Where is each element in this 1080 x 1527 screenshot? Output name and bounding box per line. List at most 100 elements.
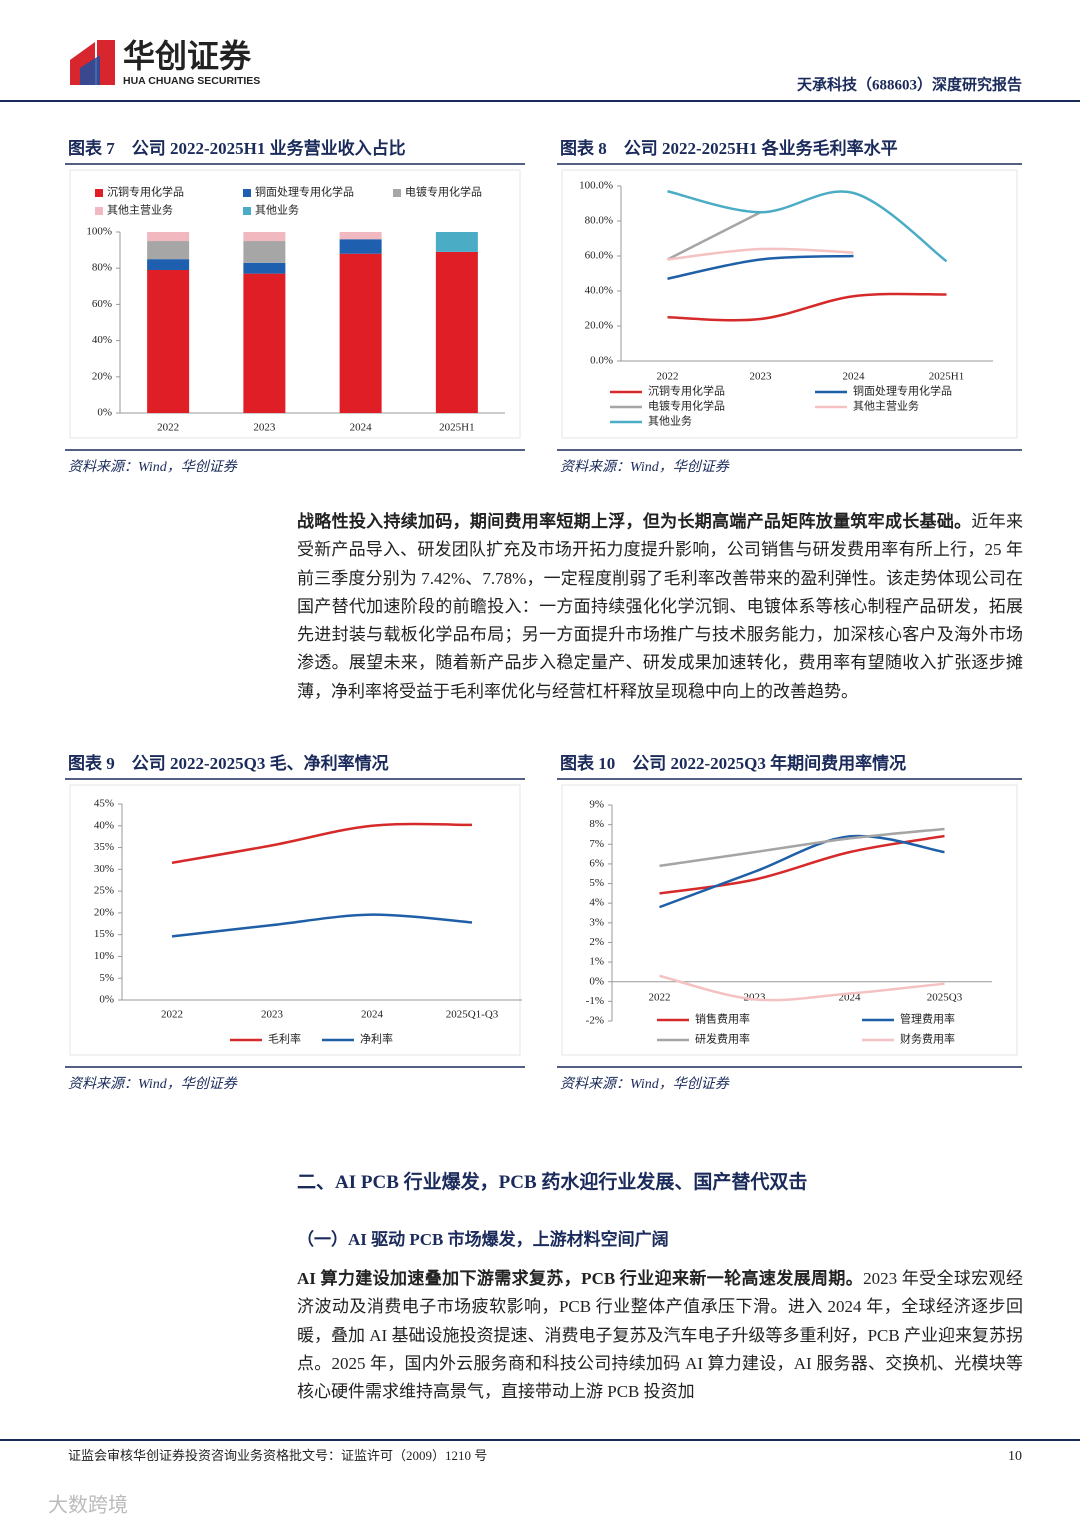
y-tick-label: 5% xyxy=(589,877,604,889)
y-tick-label: 20% xyxy=(92,370,112,382)
y-tick-label: 80.0% xyxy=(585,215,613,227)
x-tick-label: 2025Q3 xyxy=(927,991,963,1003)
chart-frame xyxy=(561,784,1018,1056)
bar-segment xyxy=(243,273,286,413)
source: 资料来源：Wind，华创证券 xyxy=(560,1076,730,1092)
y-tick-label: 80% xyxy=(92,262,112,274)
text: 2023 年受全球宏观经济波动及消费电子市场疲软影响，PCB 行业整体产值承压下… xyxy=(297,1269,1023,1402)
line xyxy=(659,974,945,1002)
x-tick-label: 2023 xyxy=(750,371,773,383)
legend-label: 沉铜专用化学品 xyxy=(648,384,725,398)
y-tick-label: 6% xyxy=(589,857,604,869)
figure-caption: 图表 10 公司 2022-2025Q3 年期间费用率情况 xyxy=(560,753,906,773)
line xyxy=(659,827,945,868)
x-tick-label: 2022 xyxy=(657,371,679,383)
y-tick-label: 4% xyxy=(589,897,604,909)
x-tick-label: 2025Q1-Q3 xyxy=(446,1009,499,1021)
lead: AI 算力建设加速叠加下游需求复苏，PCB 行业迎来新一轮高速发展周期。 xyxy=(297,1269,864,1288)
subsection-heading: （一）AI 驱动 PCB 市场爆发，上游材料空间广阔 xyxy=(297,1230,669,1249)
y-tick-label: 20% xyxy=(94,906,114,918)
x-tick-label: 2022 xyxy=(157,422,179,434)
y-tick-label: 25% xyxy=(94,885,114,897)
y-tick-label: 35% xyxy=(94,841,114,853)
legend-label: 电镀专用化学品 xyxy=(405,185,482,199)
bar-segment xyxy=(339,239,382,254)
y-tick-label: -1% xyxy=(586,995,604,1007)
bar-segment xyxy=(339,232,382,240)
footer-license: 证监会审核华创证券投资咨询业务资格批文号：证监许可（2009）1210 号 xyxy=(68,1448,487,1463)
legend-label: 铜面处理专用化学品 xyxy=(255,185,354,199)
bar-segment xyxy=(147,241,190,260)
chart-frame xyxy=(69,169,521,439)
logo-en: HUA CHUANG SECURITIES xyxy=(123,75,260,87)
y-tick-label: 40% xyxy=(94,819,114,831)
bar-segment xyxy=(339,253,382,413)
x-tick-label: 2024 xyxy=(843,371,866,383)
legend-label: 其他主营业务 xyxy=(853,399,919,413)
y-tick-label: 100.0% xyxy=(579,180,613,192)
legend-swatch xyxy=(95,189,103,197)
y-tick-label: 40.0% xyxy=(585,285,613,297)
x-tick-label: 2023 xyxy=(261,1009,284,1021)
legend-swatch xyxy=(243,207,251,215)
line xyxy=(171,822,473,865)
line xyxy=(667,292,947,322)
bar-segment xyxy=(147,259,190,271)
line xyxy=(171,913,473,938)
y-tick-label: 45% xyxy=(94,798,114,810)
section-heading: 二、AI PCB 行业爆发，PCB 药水迎行业发展、国产替代双击 xyxy=(297,1172,808,1193)
lead: 战略性投入持续加码，期间费用率短期上浮，但为长期高端产品矩阵放量筑牢成长基础。 xyxy=(297,512,972,531)
logo-cn: 华创证券 xyxy=(123,37,252,75)
y-tick-label: 30% xyxy=(94,863,114,875)
legend-label: 销售费用率 xyxy=(695,1012,750,1026)
legend-label: 管理费用率 xyxy=(900,1012,955,1026)
x-tick-label: 2025H1 xyxy=(929,371,964,383)
text: 近年来受新产品导入、研发团队扩充及市场开拓力度提升影响，公司销售与研发费用率有所… xyxy=(297,512,1024,701)
line xyxy=(667,190,948,263)
y-tick-label: 20.0% xyxy=(585,320,613,332)
bar-segment xyxy=(147,232,190,242)
y-tick-label: 3% xyxy=(589,916,604,928)
y-tick-label: 0% xyxy=(589,975,604,987)
x-tick-label: 2024 xyxy=(350,422,373,434)
x-tick-label: 2024 xyxy=(361,1009,384,1021)
legend-label: 铜面处理专用化学品 xyxy=(853,384,952,398)
y-tick-label: 1% xyxy=(589,956,604,968)
logo-mark xyxy=(70,40,115,85)
source: 资料来源：Wind，华创证券 xyxy=(68,1076,238,1092)
legend-label: 其他业务 xyxy=(255,204,299,217)
y-tick-label: 2% xyxy=(589,936,604,948)
source: 资料来源：Wind，华创证券 xyxy=(68,459,238,475)
y-tick-label: 100% xyxy=(86,226,112,238)
y-tick-label: 9% xyxy=(589,799,604,811)
paragraph: AI 算力建设加速叠加下游需求复苏，PCB 行业迎来新一轮高速发展周期。2023… xyxy=(297,1265,1023,1406)
charts: 图表 7 公司 2022-2025H1 业务营业收入占比资料来源：Wind，华创… xyxy=(65,138,1022,1092)
bar-segment xyxy=(147,270,190,413)
bar-segment xyxy=(243,262,286,274)
legend-label: 净利率 xyxy=(360,1032,393,1046)
y-tick-label: 8% xyxy=(589,818,604,830)
legend-label: 财务费用率 xyxy=(900,1032,955,1046)
legend-label: 电镀专用化学品 xyxy=(648,399,725,413)
y-tick-label: 7% xyxy=(589,838,604,850)
line xyxy=(659,834,945,909)
y-tick-label: 0.0% xyxy=(590,355,613,367)
bar-segment xyxy=(243,241,286,263)
bar-segment xyxy=(435,251,478,413)
legend-label: 研发费用率 xyxy=(695,1032,750,1046)
bar-segment xyxy=(435,232,478,252)
line xyxy=(667,247,854,261)
x-tick-label: 2022 xyxy=(161,1009,183,1021)
legend-label: 毛利率 xyxy=(268,1032,301,1046)
x-tick-label: 2025H1 xyxy=(439,422,474,434)
y-tick-label: 60% xyxy=(92,298,112,310)
y-tick-label: 60.0% xyxy=(585,250,613,262)
bar-segment xyxy=(243,232,286,242)
legend-swatch xyxy=(95,207,103,215)
figure-caption: 图表 8 公司 2022-2025H1 各业务毛利率水平 xyxy=(560,138,898,158)
x-tick-label: 2023 xyxy=(253,422,276,434)
legend-label: 其他主营业务 xyxy=(107,203,173,217)
legend-label: 其他业务 xyxy=(648,415,692,428)
page-number: 10 xyxy=(1008,1449,1022,1464)
